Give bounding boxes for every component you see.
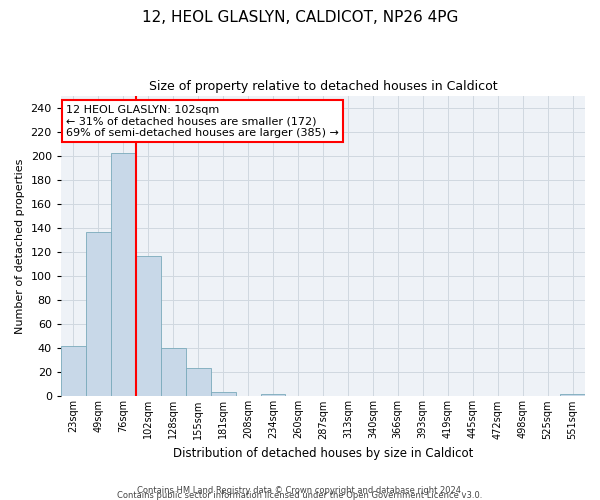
Bar (185, 368, 211, 396)
Bar (161, 348, 185, 397)
Bar (61, 346, 86, 397)
Text: Contains HM Land Registry data © Crown copyright and database right 2024.: Contains HM Land Registry data © Crown c… (137, 486, 463, 495)
Y-axis label: Number of detached properties: Number of detached properties (15, 158, 25, 334)
Bar (260, 394, 286, 396)
Bar (136, 256, 161, 396)
Text: Contains public sector information licensed under the Open Government Licence v3: Contains public sector information licen… (118, 491, 482, 500)
Text: 12 HEOL GLASLYN: 102sqm
← 31% of detached houses are smaller (172)
69% of semi-d: 12 HEOL GLASLYN: 102sqm ← 31% of detache… (66, 104, 339, 138)
Title: Size of property relative to detached houses in Caldicot: Size of property relative to detached ho… (149, 80, 497, 93)
Bar (111, 154, 136, 396)
Bar (560, 394, 585, 396)
Bar (86, 232, 111, 396)
X-axis label: Distribution of detached houses by size in Caldicot: Distribution of detached houses by size … (173, 447, 473, 460)
Text: 12, HEOL GLASLYN, CALDICOT, NP26 4PG: 12, HEOL GLASLYN, CALDICOT, NP26 4PG (142, 10, 458, 25)
Bar (211, 392, 236, 396)
